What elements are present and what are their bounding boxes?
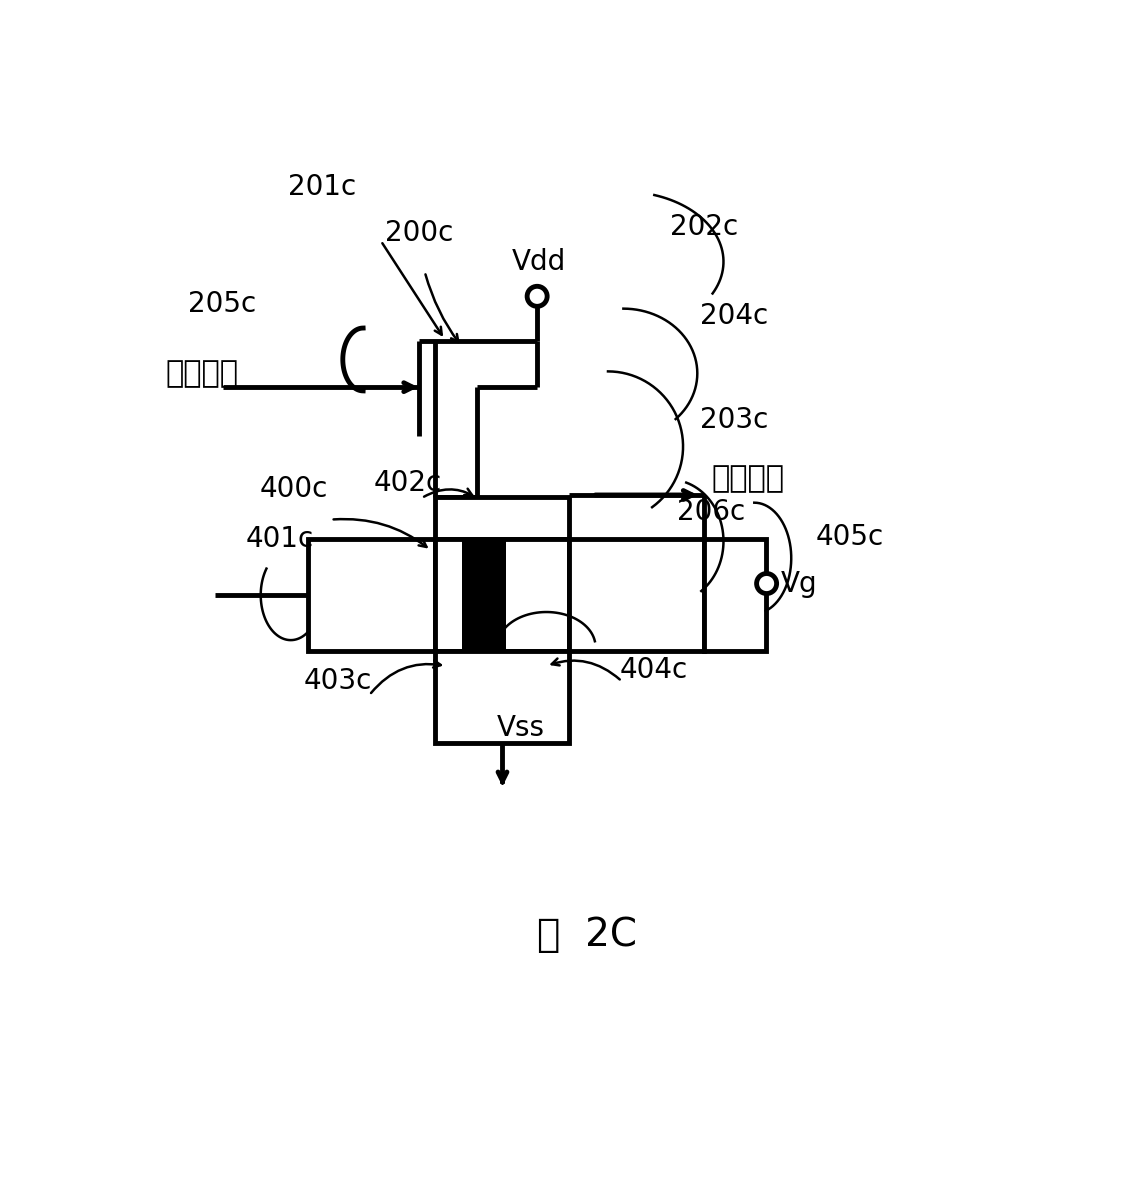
Text: Vg: Vg xyxy=(781,569,818,598)
Text: 205c: 205c xyxy=(188,291,256,318)
Text: 401c: 401c xyxy=(246,525,315,553)
Text: 204c: 204c xyxy=(701,301,768,330)
Bar xyxy=(461,538,506,650)
Text: 404c: 404c xyxy=(619,656,688,684)
Text: 203c: 203c xyxy=(701,406,768,434)
Bar xyxy=(704,538,766,650)
Bar xyxy=(435,497,569,538)
Bar xyxy=(435,650,569,742)
Text: 403c: 403c xyxy=(303,668,372,695)
Text: 400c: 400c xyxy=(259,474,327,503)
Text: 信号输出: 信号输出 xyxy=(712,464,785,493)
Text: 202c: 202c xyxy=(670,213,737,241)
Text: 201c: 201c xyxy=(289,173,357,200)
Text: 200c: 200c xyxy=(385,219,453,247)
Text: Vdd: Vdd xyxy=(512,248,566,275)
Text: 405c: 405c xyxy=(816,523,884,551)
Bar xyxy=(569,538,704,650)
Text: 206c: 206c xyxy=(678,498,745,525)
Text: 402c: 402c xyxy=(373,468,441,497)
Text: Vss: Vss xyxy=(496,714,544,741)
Circle shape xyxy=(757,574,776,593)
Bar xyxy=(435,538,569,650)
Text: 信号输入: 信号输入 xyxy=(165,359,238,388)
Bar xyxy=(308,538,435,650)
Circle shape xyxy=(527,286,547,306)
Text: 图  2C: 图 2C xyxy=(537,917,638,955)
